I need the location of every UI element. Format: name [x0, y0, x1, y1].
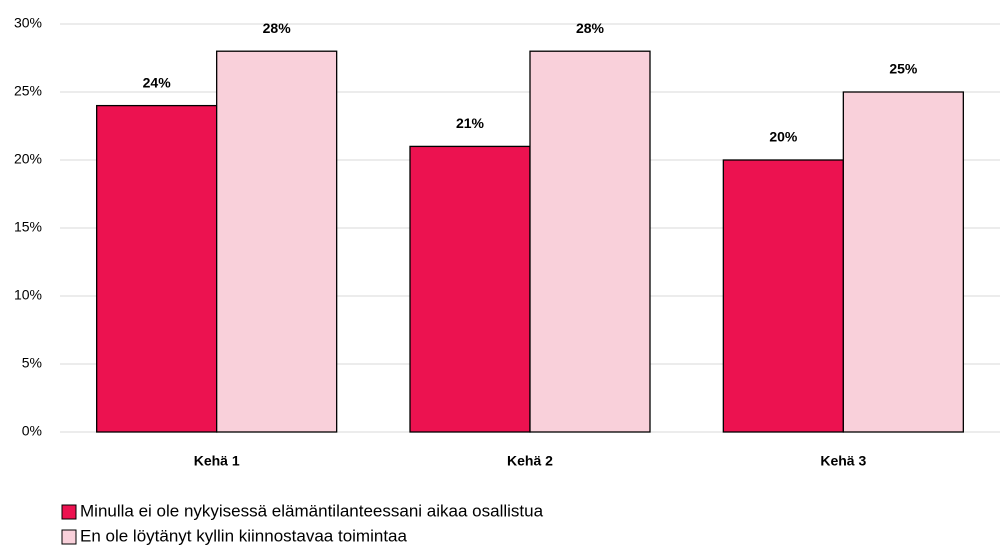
bar: [216, 50, 338, 433]
data-label: 20%: [769, 129, 798, 145]
legend-label: Minulla ei ole nykyisessä elämäntilantee…: [80, 501, 544, 520]
y-tick-label: 10%: [14, 287, 42, 303]
data-label: 24%: [143, 74, 172, 90]
bar: [409, 145, 531, 433]
legend-swatch: [61, 504, 77, 520]
bar: [842, 91, 964, 433]
x-tick-label: Kehä 3: [820, 453, 866, 469]
y-tick-label: 30%: [14, 15, 42, 31]
x-tick-label: Kehä 2: [507, 453, 553, 469]
legend-swatch: [61, 529, 77, 545]
y-tick-label: 0%: [22, 423, 42, 439]
data-label: 28%: [576, 20, 605, 36]
data-label: 28%: [263, 20, 292, 36]
data-label: 25%: [889, 61, 918, 77]
y-tick-label: 5%: [22, 355, 42, 371]
y-tick-label: 25%: [14, 83, 42, 99]
y-tick-label: 15%: [14, 219, 42, 235]
bar: [96, 104, 218, 433]
y-tick-label: 20%: [14, 151, 42, 167]
bar: [529, 50, 651, 433]
data-label: 21%: [456, 115, 485, 131]
bar: [722, 159, 844, 433]
legend-label: En ole löytänyt kyllin kiinnostavaa toim…: [80, 526, 407, 545]
x-tick-label: Kehä 1: [194, 453, 240, 469]
